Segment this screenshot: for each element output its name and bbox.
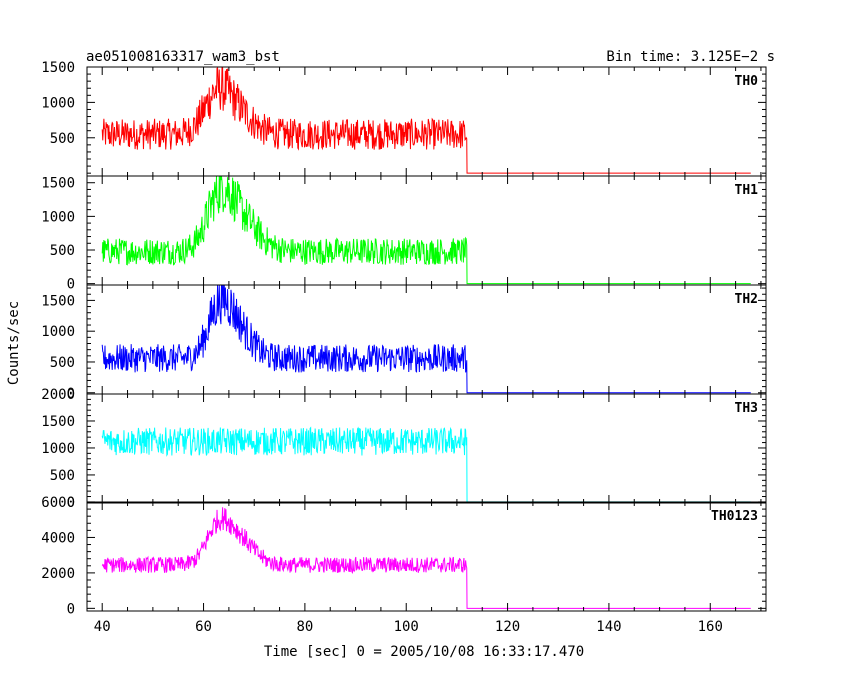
- y-tick-label-th0123: 4000: [41, 530, 75, 546]
- x-axis-label: Time [sec] 0 = 2005/10/08 16:33:17.470: [264, 644, 584, 660]
- panel-frame-th2: [86, 284, 767, 395]
- y-tick-label-th3: 0: [67, 495, 75, 511]
- chart-subtitle: Bin time: 3.125E−2 s: [606, 49, 775, 65]
- panel-frame-th1: [86, 175, 767, 286]
- panel-label-th0: TH0: [735, 74, 759, 89]
- y-tick-label-th0123: 0: [67, 601, 75, 617]
- y-tick-label-th0123: 2000: [41, 566, 75, 582]
- y-axis-label: Counts/sec: [6, 301, 22, 385]
- y-tick-label-th0: 500: [50, 131, 75, 147]
- y-tick-label-th1: 0: [67, 277, 75, 293]
- y-tick-label-th1: 1000: [41, 209, 75, 225]
- panel-frame-th3: [86, 393, 767, 504]
- x-tick-label: 140: [596, 619, 621, 635]
- y-tick-label-th3: 1500: [41, 414, 75, 430]
- y-tick-label-th0: 1500: [41, 60, 75, 76]
- series-trace-th1: [101, 175, 751, 285]
- x-tick-label: 160: [698, 619, 723, 635]
- panels-group: TH050010001500TH1050010001500TH205001000…: [41, 60, 767, 635]
- y-tick-label-th2: 1500: [41, 293, 75, 309]
- x-tick-label: 80: [296, 619, 313, 635]
- panel-label-th1: TH1: [735, 183, 759, 198]
- y-tick-label-th0: 1000: [41, 95, 75, 111]
- y-tick-label-th1: 500: [50, 243, 75, 259]
- x-tick-label: 60: [195, 619, 212, 635]
- x-tick-label: 120: [495, 619, 520, 635]
- x-tick-label: 100: [394, 619, 419, 635]
- y-tick-label-th3: 500: [50, 468, 75, 484]
- y-tick-label-th1: 1500: [41, 176, 75, 192]
- chart-title: ae051008163317_wam3_bst: [86, 49, 280, 65]
- y-tick-label-th2: 500: [50, 355, 75, 371]
- panel-label-th0123: TH0123: [711, 509, 758, 524]
- y-tick-label-th2: 0: [67, 386, 75, 402]
- panel-frame-th0123: [86, 501, 767, 612]
- y-tick-label-th2: 1000: [41, 324, 75, 340]
- y-tick-label-th0123: 6000: [41, 495, 75, 511]
- y-tick-label-th3: 1000: [41, 441, 75, 457]
- series-trace-th3: [101, 426, 751, 503]
- panel-label-th3: TH3: [735, 401, 758, 416]
- series-trace-th0: [101, 66, 751, 174]
- series-trace-th2: [101, 284, 751, 394]
- y-tick-label-th3: 2000: [41, 387, 75, 403]
- panel-label-th2: TH2: [735, 292, 758, 307]
- series-trace-th0123: [101, 507, 751, 609]
- x-tick-label: 40: [94, 619, 111, 635]
